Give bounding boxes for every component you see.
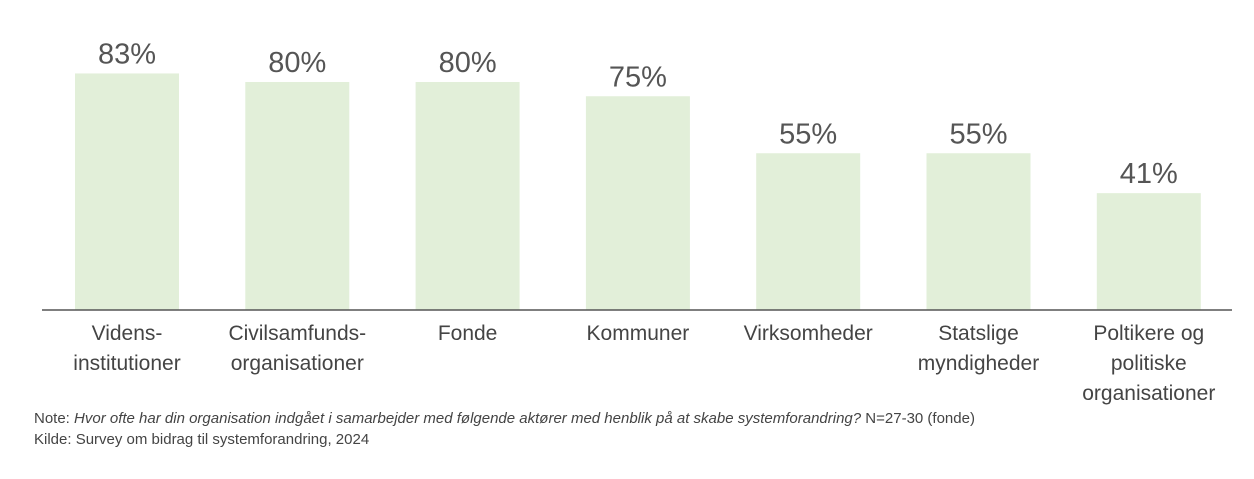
bar-6 — [1096, 193, 1201, 310]
bars-layer — [75, 73, 1201, 310]
category-label-line: organisationer — [1082, 382, 1215, 405]
value-label-0: 83% — [98, 38, 156, 70]
category-label-line: Statslige — [938, 322, 1019, 345]
value-label-1: 80% — [268, 47, 326, 79]
value-label-3: 75% — [609, 61, 667, 93]
category-label-3: Kommuner — [587, 322, 690, 345]
note-suffix: N=27-30 (fonde) — [861, 410, 975, 427]
category-label-4: Virksomheder — [744, 322, 873, 345]
category-label-1: Civilsamfunds-organisationer — [228, 322, 366, 375]
value-label-4: 55% — [779, 118, 837, 150]
chart-source: Kilde: Survey om bidrag til systemforand… — [34, 431, 370, 448]
category-label-line: Virksomheder — [744, 322, 873, 345]
category-label-line: organisationer — [231, 352, 364, 375]
category-label-line: institutioner — [73, 352, 180, 375]
bar-3 — [585, 96, 690, 310]
category-label-line: politiske — [1111, 352, 1187, 375]
category-label-2: Fonde — [438, 322, 498, 345]
bar-4 — [756, 153, 861, 310]
value-label-2: 80% — [439, 47, 497, 79]
bar-chart: 83% 80% 80% 75% 55% 55% 41% Videns-institution… — [42, 38, 1232, 405]
category-label-6: Poltikere og politiske organisationer — [1082, 322, 1215, 405]
value-label-6: 41% — [1120, 158, 1178, 190]
bar-0 — [75, 73, 179, 310]
note-prefix: Note: — [34, 410, 75, 427]
category-label-line: Videns- — [92, 322, 163, 345]
category-label-line: Civilsamfunds- — [228, 322, 366, 345]
chart-note: Note: Hvor ofte har din organisation ind… — [34, 410, 975, 427]
category-labels-layer: Videns-institutioner Civilsamfunds-organi… — [73, 322, 1215, 405]
bar-5 — [926, 153, 1031, 310]
category-label-line: myndigheder — [918, 352, 1039, 375]
bar-2 — [415, 82, 520, 310]
category-label-line: Poltikere og — [1093, 322, 1204, 345]
value-label-5: 55% — [949, 118, 1007, 150]
note-question: Hvor ofte har din organisation indgået i… — [74, 410, 862, 427]
category-label-line: Fonde — [438, 322, 498, 345]
category-label-0: Videns-institutioner — [73, 322, 180, 375]
category-label-line: Kommuner — [587, 322, 690, 345]
category-label-5: Statslige myndigheder — [918, 322, 1039, 375]
value-labels-layer: 83% 80% 80% 75% 55% 55% 41% — [98, 38, 1178, 190]
bar-1 — [245, 82, 350, 310]
